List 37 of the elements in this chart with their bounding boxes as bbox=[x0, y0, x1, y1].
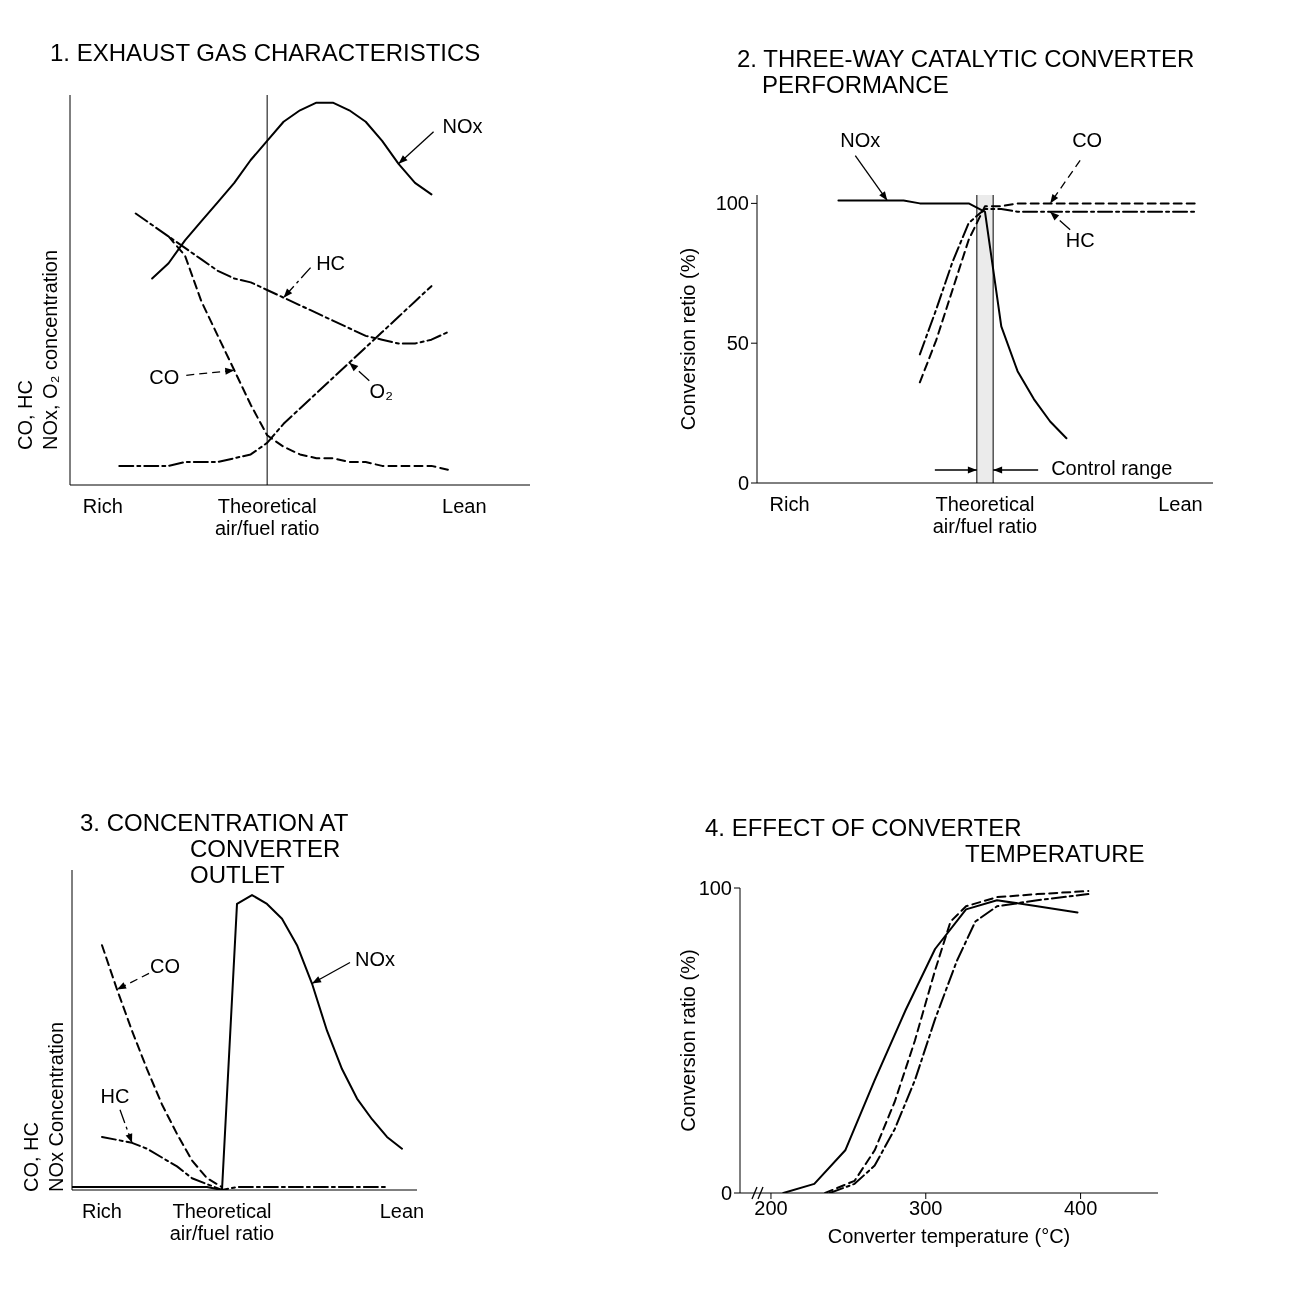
chart-title: 4. EFFECT OF CONVERTER TEMPERATURE bbox=[705, 814, 1146, 867]
y-tick-label: 0 bbox=[737, 472, 749, 495]
x-tick-label: Rich bbox=[769, 493, 810, 515]
x-axis-title: Converter temperature (°C) bbox=[827, 1225, 1071, 1248]
y-tick-label: 100 bbox=[698, 877, 732, 900]
series-label: CO bbox=[150, 954, 180, 977]
text: NOx bbox=[442, 115, 483, 138]
x-tick-label: Lean bbox=[1158, 493, 1203, 515]
x-tick-label: Rich bbox=[82, 495, 123, 517]
y-axis-title: Conversion ratio (%) bbox=[677, 949, 700, 1132]
x-tick-label: Rich bbox=[81, 1200, 123, 1222]
text: CO bbox=[1072, 128, 1103, 151]
x-tick-label: Theoretical air/fuel ratio bbox=[214, 495, 320, 539]
series-label: HC bbox=[316, 251, 346, 274]
series-label: HC bbox=[1065, 229, 1095, 252]
text: NOx bbox=[355, 947, 395, 970]
band-label: Control range bbox=[1051, 457, 1173, 480]
x-tick-label: 200 bbox=[754, 1197, 788, 1220]
x-tick-label: 300 bbox=[909, 1197, 943, 1220]
y-tick-label: 0 bbox=[720, 1182, 732, 1205]
chart-title: 2. THREE-WAY CATALYTIC CONVERTER PERFORMANCE bbox=[737, 45, 1196, 98]
text: NOx bbox=[840, 128, 881, 151]
chart-title: 3. CONCENTRATION AT CONVERTER OUTLET bbox=[80, 809, 350, 888]
y-tick-label: 100 bbox=[715, 192, 749, 215]
chart-title: 1. EXHAUST GAS CHARACTERISTICS bbox=[50, 39, 482, 66]
legend-label: CO bbox=[149, 365, 180, 388]
y-axis-title: Conversion retio (%) bbox=[677, 247, 700, 431]
x-tick-label: Theoretical air/fuel ratio bbox=[169, 1200, 275, 1244]
x-tick-label: Lean bbox=[442, 495, 487, 517]
y-tick-label: 50 bbox=[726, 332, 749, 355]
series-label: HC bbox=[100, 1085, 130, 1108]
x-tick-label: Lean bbox=[379, 1200, 425, 1222]
y-axis-title: CO, HC NOx Concentration bbox=[20, 1021, 68, 1192]
y-axis-title: CO, HC NOx, O₂ concentration bbox=[14, 249, 62, 450]
x-tick-label: 400 bbox=[1063, 1197, 1098, 1220]
x-tick-label: Theoretical air/fuel ratio bbox=[932, 493, 1038, 537]
series-label: O₂ bbox=[369, 379, 393, 402]
